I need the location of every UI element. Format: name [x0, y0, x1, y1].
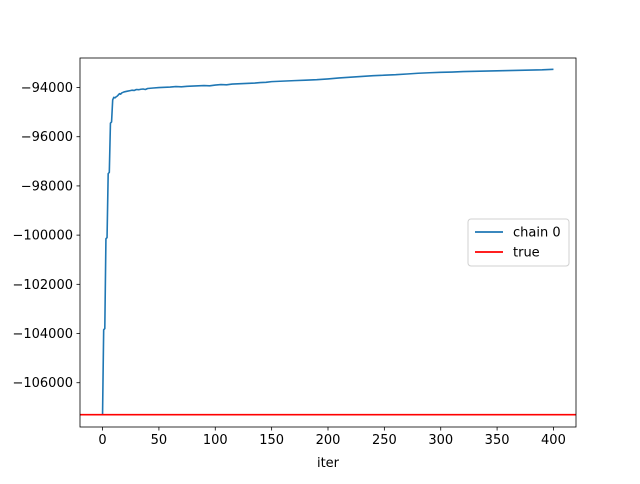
legend-box: [467, 218, 570, 267]
x-tick-label: 200: [316, 433, 341, 448]
legend-label-true: true: [513, 246, 540, 261]
y-tick-label: −106000: [12, 376, 73, 391]
x-tick-label: 250: [372, 433, 397, 448]
x-tick-label: 150: [259, 433, 284, 448]
y-tick-label: −96000: [21, 130, 73, 145]
series-line-chain-0: [101, 68, 554, 415]
legend-label-chain-0: chain 0: [513, 226, 561, 241]
y-tick-label: −94000: [21, 81, 73, 96]
axes-frame: [79, 57, 577, 428]
x-tick-label: 350: [485, 433, 510, 448]
y-tick-label: −104000: [12, 327, 73, 342]
x-tick-label: 300: [428, 433, 453, 448]
y-axis-ticks: −106000 −104000 −102000 −100000 −98000 −96000…: [12, 81, 80, 391]
x-tick-label: 50: [151, 433, 168, 448]
plot-area: [80, 68, 576, 416]
x-tick-label: 100: [203, 433, 228, 448]
legend: chain 0 true: [467, 218, 570, 267]
x-tick-label: 0: [98, 433, 106, 448]
y-tick-label: −102000: [12, 278, 73, 293]
x-axis-label: iter: [317, 456, 340, 471]
x-tick-label: 400: [541, 433, 566, 448]
y-tick-label: −98000: [21, 179, 73, 194]
x-axis-ticks: 0 50 100 150 200 250 300 350 400: [98, 427, 566, 448]
y-tick-label: −100000: [12, 229, 73, 244]
